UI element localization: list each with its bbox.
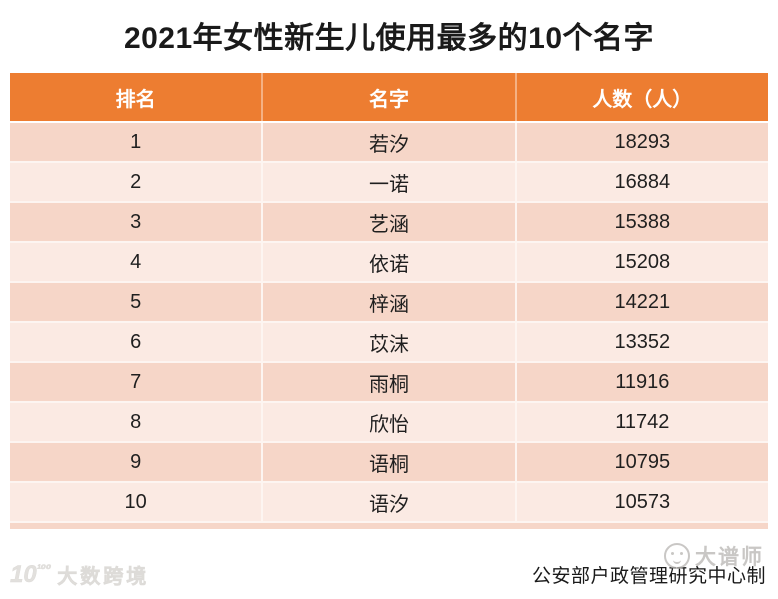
table-row: 6 苡沫 13352 bbox=[10, 323, 768, 363]
table-row: 7 雨桐 11916 bbox=[10, 363, 768, 403]
name-cell: 艺涵 bbox=[261, 203, 514, 241]
rank-cell: 5 bbox=[130, 290, 142, 313]
table-row: 10 语汐 10573 bbox=[10, 483, 768, 523]
count-cell: 10795 bbox=[514, 443, 768, 481]
table-row: 3 艺涵 15388 bbox=[10, 203, 768, 243]
table-row: 4 依诺 15208 bbox=[10, 243, 768, 283]
page-title: 2021年女性新生儿使用最多的10个名字 bbox=[123, 22, 655, 55]
watermark-right-label: 大谱师 bbox=[695, 546, 764, 569]
table-row: 1 若汐 18293 bbox=[10, 123, 768, 163]
count-cell: 10573 bbox=[514, 483, 768, 521]
source-credit: 公安部户政管理研究中心制 bbox=[531, 566, 766, 587]
name-cell: 若汐 bbox=[261, 123, 514, 161]
name-cell: 依诺 bbox=[261, 243, 514, 281]
count-cell: 16884 bbox=[514, 163, 768, 201]
name-cell: 苡沫 bbox=[261, 323, 514, 361]
count-cell: 11742 bbox=[514, 403, 768, 441]
table-row: 8 欣怡 11742 bbox=[10, 403, 768, 443]
table-row: 2 一诺 16884 bbox=[10, 163, 768, 203]
watermark-avatar-icon bbox=[664, 543, 690, 569]
table-bottom-strip bbox=[10, 523, 768, 529]
rank-cell: 3 bbox=[130, 210, 142, 233]
count-cell: 15208 bbox=[514, 243, 768, 281]
rank-cell: 7 bbox=[130, 370, 142, 393]
table-row: 5 梓涵 14221 bbox=[10, 283, 768, 323]
name-cell: 梓涵 bbox=[261, 283, 514, 321]
count-cell: 13352 bbox=[514, 323, 768, 361]
rank-cell: 4 bbox=[130, 250, 142, 273]
name-cell: 雨桐 bbox=[261, 363, 514, 401]
rank-cell: 9 bbox=[130, 450, 142, 473]
watermark-right: 大谱师 bbox=[664, 541, 764, 571]
name-cell: 语桐 bbox=[261, 443, 514, 481]
dashu-logo-icon: 10¹⁰⁰ bbox=[10, 560, 52, 588]
rank-cell: 10 bbox=[124, 490, 147, 513]
rank-cell: 1 bbox=[130, 130, 142, 153]
column-header-rank: 排名 bbox=[115, 88, 156, 111]
count-cell: 15388 bbox=[514, 203, 768, 241]
rank-cell: 6 bbox=[130, 330, 142, 353]
watermark-left-label: 大数跨境 bbox=[57, 566, 150, 589]
name-cell: 欣怡 bbox=[261, 403, 514, 441]
names-ranking-table: 排名 名字 人数（人） 1 若汐 18293 2 一诺 16884 3 艺涵 1… bbox=[10, 73, 768, 529]
column-header-name: 名字 bbox=[261, 73, 514, 121]
table-body: 1 若汐 18293 2 一诺 16884 3 艺涵 15388 4 依诺 15… bbox=[10, 123, 768, 523]
name-cell: 一诺 bbox=[261, 163, 514, 201]
column-header-count: 人数（人） bbox=[514, 73, 768, 121]
table-row: 9 语桐 10795 bbox=[10, 443, 768, 483]
table-header-row: 排名 名字 人数（人） bbox=[10, 73, 768, 123]
count-cell: 11916 bbox=[514, 363, 768, 401]
rank-cell: 8 bbox=[130, 410, 142, 433]
name-cell: 语汐 bbox=[261, 483, 514, 521]
count-cell: 14221 bbox=[514, 283, 768, 321]
count-cell: 18293 bbox=[514, 123, 768, 161]
rank-cell: 2 bbox=[130, 170, 142, 193]
watermark-left: 10¹⁰⁰ 大数跨境 bbox=[10, 560, 149, 589]
